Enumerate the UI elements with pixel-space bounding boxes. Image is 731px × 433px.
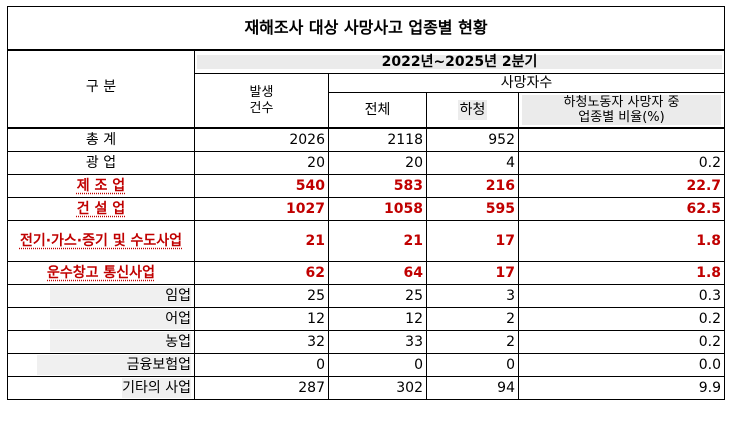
subcontract-header-label: 하청 (457, 100, 488, 120)
cases-cell: 62 (194, 261, 329, 285)
subcontract-cell: 3 (426, 284, 519, 308)
cases-cell: 0 (194, 353, 329, 377)
row-label-text: 기타의 사업 (122, 378, 191, 398)
subcontract-cell: 2 (426, 307, 519, 331)
table-row: 제 조 업 540 583 216 22.7 (7, 174, 726, 198)
ratio-header-line1: 하청노동자 사망자 중 (522, 95, 722, 110)
cases-cell: 540 (194, 174, 329, 198)
ratio-header: 하청노동자 사망자 중 업종별 비율(%) (517, 92, 726, 129)
total-header: 전체 (328, 92, 427, 129)
row-label: 건 설 업 (7, 197, 195, 221)
total-cell: 64 (328, 261, 427, 285)
row-label: 기타의 사업 (7, 376, 195, 400)
ratio-cell: 0.2 (517, 307, 726, 331)
row-label-text: 어업 (50, 309, 191, 329)
ratio-cell: 9.9 (517, 376, 726, 400)
table-row: 어업 12 12 2 0.2 (7, 307, 726, 331)
table-row: 임업 25 25 3 0.3 (7, 284, 726, 308)
table-row: 건 설 업 1027 1058 595 62.5 (7, 197, 726, 221)
total-cell: 33 (328, 330, 427, 354)
category-header: 구 분 (7, 49, 195, 129)
cases-header-line2: 건수 (249, 100, 274, 116)
table-row: 총 계 2026 2118 952 (7, 127, 726, 152)
deaths-header-label: 사망자수 (500, 75, 553, 91)
table-row: 광 업 20 20 4 0.2 (7, 151, 726, 175)
row-label-text: 운수창고 통신사업 (47, 265, 155, 281)
row-label-text: 건 설 업 (76, 201, 126, 217)
cases-cell: 21 (194, 220, 329, 262)
table-body: 총 계 2026 2118 952 광 업 20 20 4 0.2 제 조 업 540 583 216 2… (7, 127, 726, 400)
row-label-text: 농업 (50, 332, 191, 352)
total-cell: 1058 (328, 197, 427, 221)
row-label: 광 업 (7, 151, 195, 175)
period-header: 2022년~2025년 2분기 (193, 49, 726, 74)
ratio-cell: 0.0 (517, 353, 726, 377)
ratio-header-line2: 업종별 비율(%) (522, 110, 722, 125)
ratio-cell: 62.5 (517, 197, 726, 221)
table-title: 재해조사 대상 사망사고 업종별 현황 (6, 6, 726, 51)
cases-cell: 287 (194, 376, 329, 400)
table-row: 농업 32 33 2 0.2 (7, 330, 726, 354)
ratio-cell: 22.7 (517, 174, 726, 198)
period-label: 2022년~2025년 2분기 (197, 55, 723, 69)
header-row-sub: 전체 하청 하청노동자 사망자 중 업종별 비율(%) (8, 92, 726, 129)
ratio-cell: 0.3 (517, 284, 726, 308)
row-label: 금융보험업 (7, 353, 195, 377)
cases-header-line1: 발생 (249, 84, 274, 100)
row-label: 농업 (7, 330, 195, 354)
cases-cell: 20 (194, 151, 329, 175)
table-row: 전기·가스·증기 및 수도사업 21 21 17 1.8 (7, 220, 726, 262)
table-row: 금융보험업 0 0 0 0.0 (7, 353, 726, 377)
subcontract-cell: 2 (426, 330, 519, 354)
subcontract-cell: 17 (426, 261, 519, 285)
title-row: 재해조사 대상 사망사고 업종별 현황 (6, 6, 726, 51)
table-row: 기타의 사업 287 302 94 9.9 (7, 376, 726, 400)
subcontract-cell: 0 (426, 353, 519, 377)
row-label: 제 조 업 (7, 174, 195, 198)
ratio-cell (517, 127, 726, 152)
row-label: 임업 (7, 284, 195, 308)
total-cell: 302 (328, 376, 427, 400)
stats-table-container: 재해조사 대상 사망사고 업종별 현황 구 분 2022년~2025년 2분기 … (6, 6, 726, 400)
total-cell: 20 (328, 151, 427, 175)
ratio-cell: 1.8 (517, 261, 726, 285)
cases-cell: 12 (194, 307, 329, 331)
table-row: 운수창고 통신사업 62 64 17 1.8 (7, 261, 726, 285)
total-header-label: 전체 (364, 102, 391, 118)
row-label: 어업 (7, 307, 195, 331)
subcontract-cell: 952 (426, 127, 519, 152)
cases-cell: 1027 (194, 197, 329, 221)
ratio-cell: 0.2 (517, 330, 726, 354)
ratio-cell: 0.2 (517, 151, 726, 175)
total-cell: 583 (328, 174, 427, 198)
subcontract-cell: 94 (426, 376, 519, 400)
subcontract-header: 하청 (426, 92, 519, 129)
cases-cell: 2026 (194, 127, 329, 152)
subcontract-cell: 17 (426, 220, 519, 262)
total-cell: 0 (328, 353, 427, 377)
row-label: 운수창고 통신사업 (7, 261, 195, 285)
total-cell: 12 (328, 307, 427, 331)
subcontract-cell: 595 (426, 197, 519, 221)
row-label-text: 금융보험업 (36, 355, 191, 375)
total-cell: 25 (328, 284, 427, 308)
category-header-label: 구 분 (85, 79, 117, 95)
row-label-text: 전기·가스·증기 및 수도사업 (19, 232, 183, 249)
header-row-deaths: 발생 건수 사망자수 (8, 73, 726, 129)
cases-cell: 32 (194, 330, 329, 354)
cases-header: 발생 건수 (194, 73, 329, 129)
total-cell: 21 (328, 220, 427, 262)
subcontract-cell: 4 (426, 151, 519, 175)
total-cell: 2118 (328, 127, 427, 152)
deaths-header: 사망자수 (327, 73, 726, 93)
row-label-text: 제 조 업 (76, 178, 126, 194)
subcontract-cell: 216 (426, 174, 519, 198)
row-label: 전기·가스·증기 및 수도사업 (7, 220, 195, 262)
fatality-stats-table: 재해조사 대상 사망사고 업종별 현황 구 분 2022년~2025년 2분기 … (6, 6, 726, 400)
ratio-cell: 1.8 (517, 220, 726, 262)
row-label-text: 임업 (50, 286, 191, 306)
cases-cell: 25 (194, 284, 329, 308)
header-row-period: 구 분 2022년~2025년 2분기 (7, 49, 726, 129)
row-label: 총 계 (7, 127, 195, 152)
